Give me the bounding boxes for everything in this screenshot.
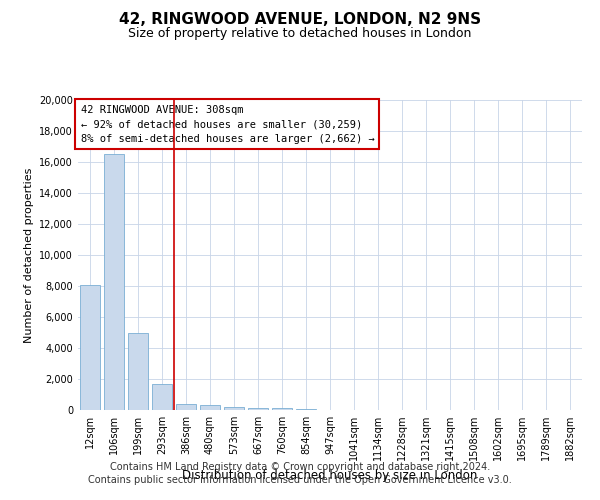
Y-axis label: Number of detached properties: Number of detached properties <box>24 168 34 342</box>
X-axis label: Distribution of detached houses by size in London: Distribution of detached houses by size … <box>182 468 478 481</box>
Bar <box>200 404 220 410</box>
Bar <box>80 285 100 410</box>
Text: Size of property relative to detached houses in London: Size of property relative to detached ho… <box>128 28 472 40</box>
Text: Contains public sector information licensed under the Open Government Licence v3: Contains public sector information licen… <box>88 475 512 485</box>
Bar <box>104 154 124 410</box>
Text: 42 RINGWOOD AVENUE: 308sqm
← 92% of detached houses are smaller (30,259)
8% of s: 42 RINGWOOD AVENUE: 308sqm ← 92% of deta… <box>80 104 374 144</box>
Bar <box>248 408 268 410</box>
Bar <box>128 332 148 410</box>
Bar <box>296 409 316 410</box>
Bar <box>152 384 172 410</box>
Bar <box>176 404 196 410</box>
Bar <box>272 408 292 410</box>
Text: Contains HM Land Registry data © Crown copyright and database right 2024.: Contains HM Land Registry data © Crown c… <box>110 462 490 472</box>
Bar <box>224 407 244 410</box>
Text: 42, RINGWOOD AVENUE, LONDON, N2 9NS: 42, RINGWOOD AVENUE, LONDON, N2 9NS <box>119 12 481 28</box>
